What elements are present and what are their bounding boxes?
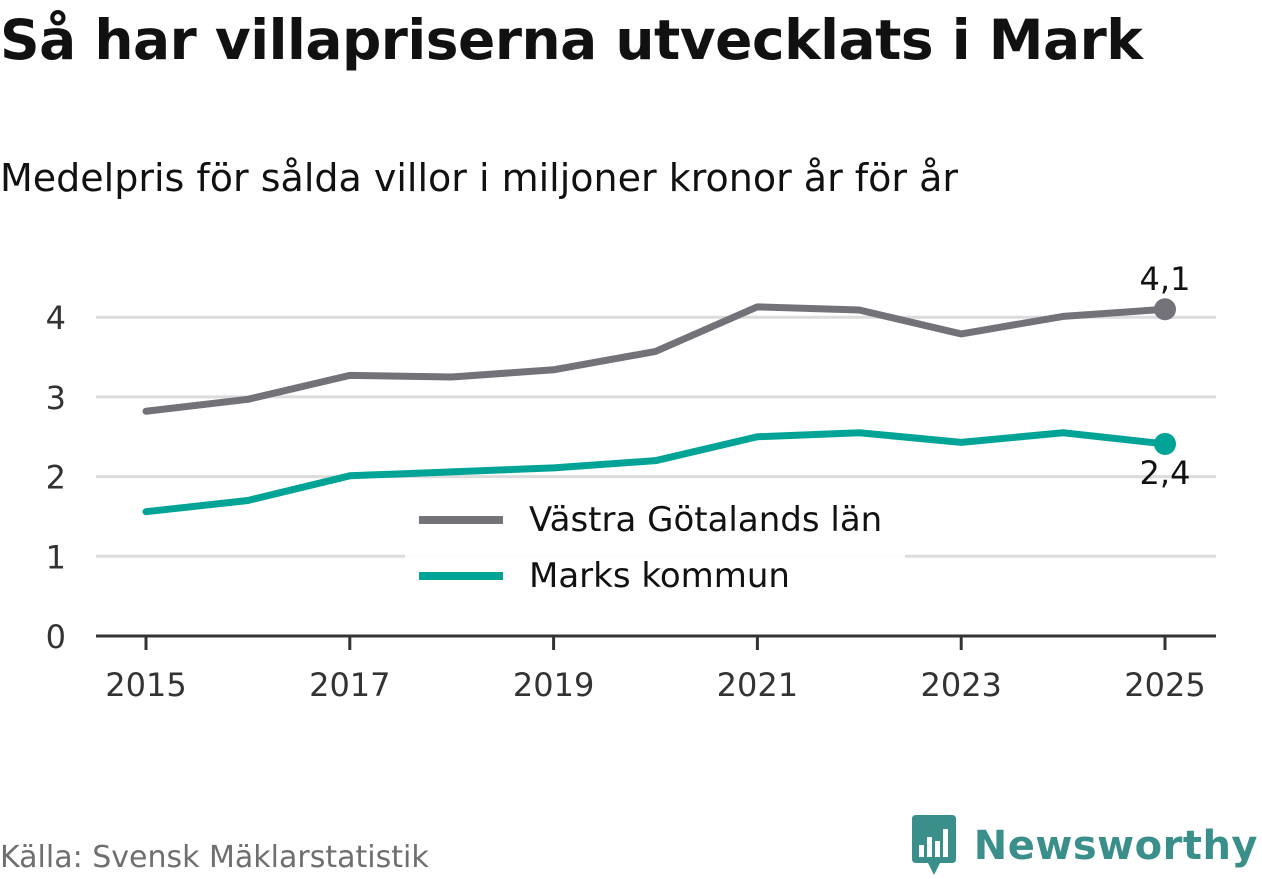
brand-logo[interactable]: Newsworthy <box>910 815 1258 877</box>
legend: Västra Götalands län Marks kommun <box>405 490 905 606</box>
legend-item-vastra-gotaland: Västra Götalands län <box>405 492 905 548</box>
chart-title: Så har villapriserna utvecklats i Mark <box>0 8 1143 72</box>
x-tick-label-2015: 2015 <box>105 666 186 704</box>
x-tick-label-2021: 2021 <box>717 666 798 704</box>
legend-swatch-vastra-gotaland <box>419 516 503 524</box>
series-line-marks-kommun <box>142 429 1169 516</box>
y-tick-label-2: 2 <box>46 459 66 497</box>
end-marker-vastra-gotaland <box>1154 298 1176 321</box>
legend-item-marks-kommun: Marks kommun <box>405 548 905 604</box>
series-line-vastra-gotaland <box>142 303 1169 415</box>
x-tick-label-2019: 2019 <box>513 666 594 704</box>
y-tick-label-0: 0 <box>46 618 66 656</box>
end-label-marks-kommun: 2,4 <box>1140 454 1191 492</box>
legend-swatch-marks-kommun <box>419 572 503 580</box>
legend-label-marks-kommun: Marks kommun <box>529 556 790 596</box>
source-note: Källa: Svensk Mäklarstatistik <box>0 840 429 875</box>
x-tick-label-2023: 2023 <box>920 666 1001 704</box>
newsworthy-logo-icon <box>911 815 956 875</box>
legend-label-vastra-gotaland: Västra Götalands län <box>529 500 883 540</box>
y-tick-label-1: 1 <box>46 538 66 576</box>
end-marker-marks-kommun <box>1154 432 1176 455</box>
chart-subtitle: Medelpris för sålda villor i miljoner kr… <box>0 156 959 200</box>
y-tick-label-3: 3 <box>46 379 66 417</box>
end-label-vastra-gotaland: 4,1 <box>1140 260 1191 298</box>
brand-name: Newsworthy <box>973 823 1258 869</box>
y-tick-label-4: 4 <box>46 299 66 337</box>
x-tick-label-2017: 2017 <box>309 666 390 704</box>
x-tick-label-2025: 2025 <box>1124 666 1205 704</box>
